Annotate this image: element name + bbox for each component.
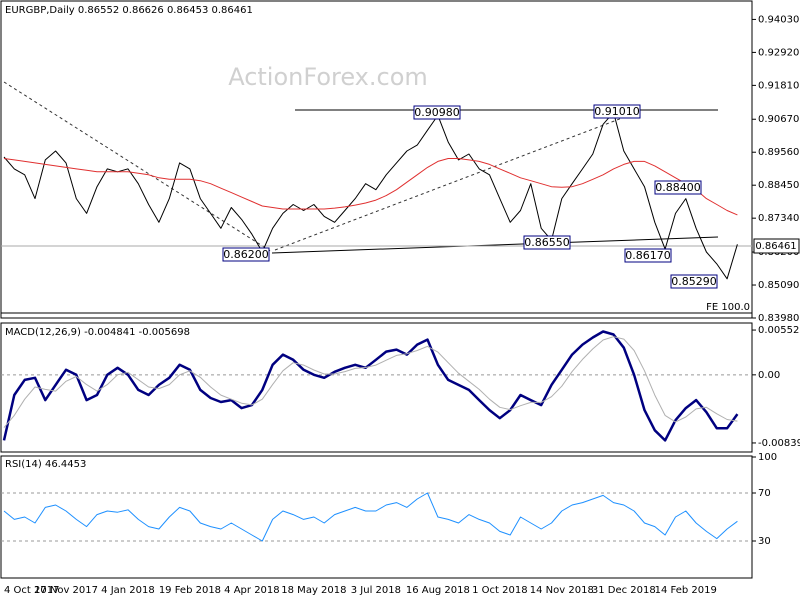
y-tick-label: 0.94030 xyxy=(758,14,799,25)
y-tick-label: 0.90670 xyxy=(758,114,799,125)
watermark: ActionForex.com xyxy=(228,63,428,91)
x-tick-label: 1 Oct 2018 xyxy=(472,585,527,596)
annotation-box xyxy=(523,235,571,250)
annotation: 0.86200 xyxy=(223,248,269,261)
panel-titles: EURGBP,Daily 0.86552 0.86626 0.86453 0.8… xyxy=(5,5,253,470)
annotation: 0.86170 xyxy=(625,249,671,262)
x-tick-label: 4 Apr 2018 xyxy=(224,585,279,596)
annotation: 0.91010 xyxy=(594,105,640,118)
x-tick-label: 17 Nov 2017 xyxy=(34,585,98,596)
series-line xyxy=(3,158,738,216)
annotations: 0.90980 0.91010 0.88400 0.86550 0.86170 … xyxy=(222,104,800,313)
y-tick-label: 0.88450 xyxy=(758,180,799,191)
y-tick-label: 70 xyxy=(758,488,771,499)
annotation: 0.88400 xyxy=(655,181,701,194)
y-tick-label: -0.008395 xyxy=(758,438,800,449)
annotation-box xyxy=(413,105,461,120)
annotation-box xyxy=(670,274,718,289)
price-title: EURGBP,Daily 0.86552 0.86626 0.86453 0.8… xyxy=(5,5,253,16)
y-tick-label: 0.83980 xyxy=(758,313,799,324)
rsi-title: RSI(14) 46.4453 xyxy=(5,459,86,470)
annotation-box xyxy=(222,247,270,262)
x-tick-label: 18 May 2018 xyxy=(281,585,346,596)
support-line xyxy=(271,236,719,254)
current-price-box xyxy=(753,238,800,254)
annotation: 0.86550 xyxy=(524,236,570,249)
annotation-box xyxy=(654,180,702,195)
x-tick-label: 31 Dec 2018 xyxy=(592,585,656,596)
current-price: 0.86461 xyxy=(755,241,796,252)
macd-panel xyxy=(0,322,753,453)
macd-title: MACD(12,26,9) -0.004841 -0.005698 xyxy=(5,327,190,338)
y-tick-label: 0.89560 xyxy=(758,147,799,158)
x-tick-label: 16 Aug 2018 xyxy=(406,585,470,596)
y-tick-label: 30 xyxy=(758,536,771,547)
series-line xyxy=(3,111,738,280)
trend-line xyxy=(3,81,273,253)
y-tick-label: 0.85090 xyxy=(758,280,799,291)
annotation-box xyxy=(624,248,672,263)
x-tick-label: 4 Oct 2017 xyxy=(4,585,59,596)
x-tick-label: 14 Nov 2018 xyxy=(530,585,594,596)
annotation-box xyxy=(593,104,641,119)
price-panel xyxy=(0,0,753,319)
x-tick-label: 19 Feb 2018 xyxy=(159,585,221,596)
x-tick-label: 4 Jan 2018 xyxy=(101,585,155,596)
x-tick-label: 14 Feb 2019 xyxy=(655,585,717,596)
y-tick-label: 0.91810 xyxy=(758,80,799,91)
y-tick-label: 0.92920 xyxy=(758,47,799,58)
fe-label: FE 100.0 xyxy=(706,302,750,313)
annotation: 0.90980 xyxy=(414,106,460,119)
x-tick-label: 3 Jul 2018 xyxy=(351,585,401,596)
series-line xyxy=(3,492,738,542)
y-tick-label: 0.005521 xyxy=(758,325,800,336)
y-tick-label: 100 xyxy=(758,452,777,463)
y-tick-label: 0.87340 xyxy=(758,213,799,224)
series-line xyxy=(3,336,738,428)
y-tick-label: 0.00 xyxy=(758,370,780,381)
annotation: 0.85290 xyxy=(671,275,717,288)
rsi-panel xyxy=(0,455,753,579)
